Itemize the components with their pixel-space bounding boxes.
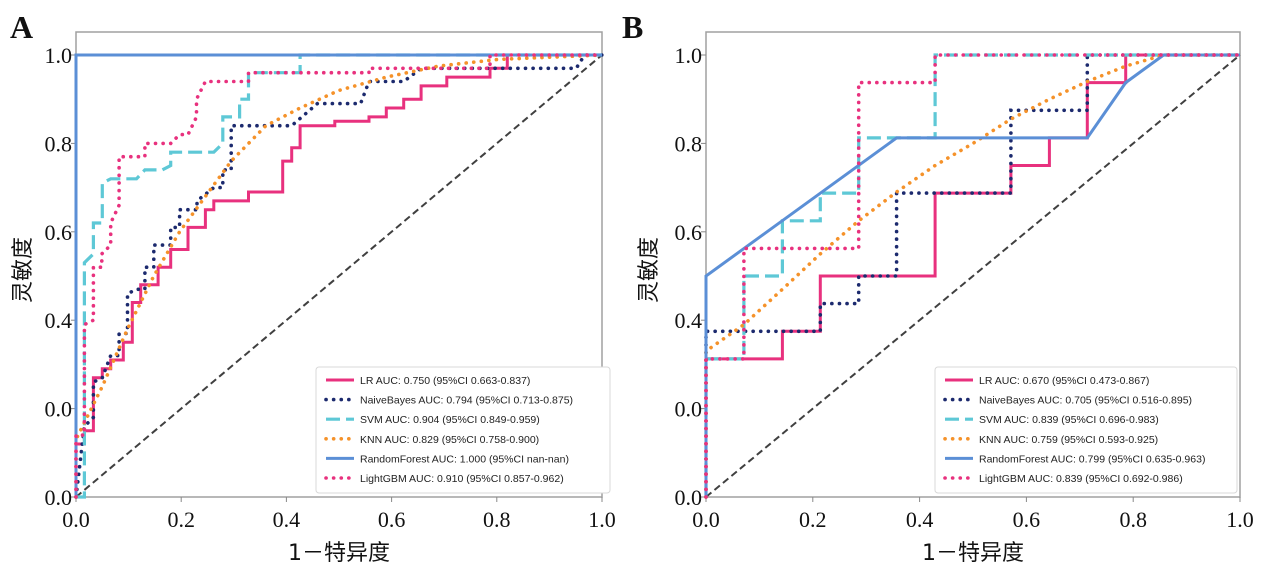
y-tick-label: 0.0: [45, 485, 73, 510]
legend-entry-lightgbm: LightGBM AUC: 0.910 (95%CI 0.857-0.962): [360, 473, 564, 485]
x-tick-label: 0.8: [1119, 507, 1147, 532]
roc-curve-randomforest: [74, 53, 602, 497]
panel-a: A 0.0 0.2 0.4 0.6 0.8 1.00.00.00.40.60.81.01－…: [10, 9, 616, 566]
reference-diagonal-line: [75, 54, 603, 498]
roc-curve-naivebayes: [704, 53, 1242, 499]
x-tick-label: 0.6: [1013, 507, 1041, 532]
legend-entry-lr: LR AUC: 0.750 (95%CI 0.663-0.837): [360, 375, 530, 387]
y-tick-label: 0.6: [45, 220, 73, 245]
x-tick-label: 0.4: [906, 507, 934, 532]
legend-box: [934, 366, 1238, 494]
x-tick-label: 0.0: [62, 507, 90, 532]
x-tick-label: 0.2: [799, 507, 827, 532]
x-axis-label: 1－特异度: [288, 541, 390, 566]
legend-entry-randomforest: RandomForest AUC: 1.000 (95%CI nan-nan): [360, 453, 569, 465]
y-axis-label: 灵敏度: [11, 237, 36, 303]
y-tick-label: 0.8: [675, 131, 703, 156]
x-tick-label: 0.2: [167, 507, 195, 532]
roc-curve-lr: [74, 53, 602, 497]
x-tick-label: 0.0: [692, 507, 720, 532]
y-tick-label: 0.0: [675, 397, 703, 422]
legend-entry-knn: KNN AUC: 0.829 (95%CI 0.758-0.900): [360, 434, 539, 446]
panel-letter-a: A: [10, 9, 33, 45]
x-tick-label: 0.4: [273, 507, 301, 532]
y-tick-label: 0.4: [45, 308, 73, 333]
y-axis-label: 灵敏度: [637, 237, 662, 303]
reference-diagonal-line: [705, 54, 1241, 498]
legend-entry-knn: KNN AUC: 0.759 (95%CI 0.593-0.925): [979, 434, 1158, 446]
y-tick-label: 0.0: [675, 485, 703, 510]
legend-entry-naivebayes: NaiveBayes AUC: 0.794 (95%CI 0.713-0.875…: [360, 395, 573, 407]
x-axis-label: 1－特异度: [922, 541, 1024, 566]
roc-curve-randomforest: [704, 53, 1240, 497]
roc-curve-lightgbm: [704, 53, 1242, 499]
y-tick-label: 0.8: [45, 131, 73, 156]
roc-curve-knn: [74, 53, 604, 499]
y-tick-label: 0.6: [675, 220, 703, 245]
panel-letter-b: B: [622, 9, 643, 45]
y-tick-label: 0.0: [45, 397, 73, 422]
panel-b: B 0.0 0.2 0.4 0.6 0.8 1.00.00.00.40.60.81.01－…: [622, 9, 1254, 566]
roc-curve-svm: [76, 53, 602, 499]
legend-entry-lightgbm: LightGBM AUC: 0.839 (95%CI 0.692-0.986): [979, 473, 1183, 485]
legend: LR AUC: 0.750 (95%CI 0.663-0.837) NaiveBa…: [315, 366, 611, 494]
y-tick-label: 1.0: [45, 43, 73, 68]
x-tick-label: 0.6: [378, 507, 406, 532]
roc-curve-knn: [704, 53, 1242, 499]
y-tick-label: 1.0: [675, 43, 703, 68]
legend-entry-svm: SVM AUC: 0.904 (95%CI 0.849-0.959): [360, 414, 540, 426]
y-tick-label: 0.4: [675, 308, 703, 333]
x-tick-label: 0.8: [483, 507, 511, 532]
legend-box: [315, 366, 611, 494]
legend-entry-naivebayes: NaiveBayes AUC: 0.705 (95%CI 0.516-0.895…: [979, 395, 1192, 407]
legend-entry-randomforest: RandomForest AUC: 0.799 (95%CI 0.635-0.9…: [979, 453, 1205, 465]
x-tick-label: 1.0: [588, 507, 616, 532]
x-tick-label: 1.0: [1226, 507, 1254, 532]
legend: LR AUC: 0.670 (95%CI 0.473-0.867) NaiveBa…: [934, 366, 1238, 494]
legend-entry-svm: SVM AUC: 0.839 (95%CI 0.696-0.983): [979, 414, 1159, 426]
legend-entry-lr: LR AUC: 0.670 (95%CI 0.473-0.867): [979, 375, 1149, 387]
